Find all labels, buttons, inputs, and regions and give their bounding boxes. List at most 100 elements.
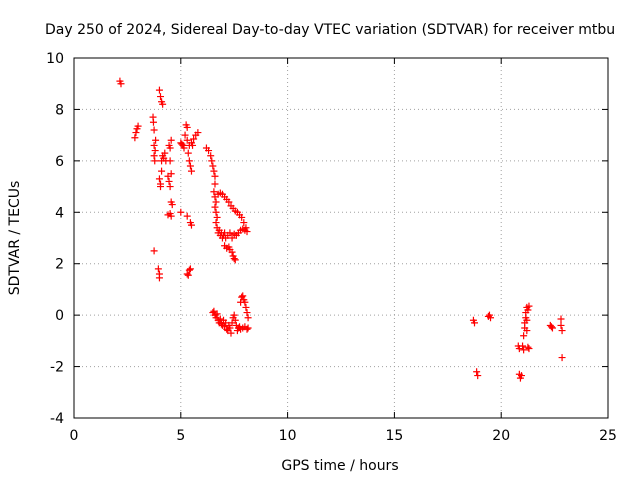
data-point bbox=[228, 248, 236, 256]
data-point bbox=[212, 219, 220, 227]
data-point bbox=[185, 266, 193, 274]
data-point bbox=[243, 228, 251, 236]
data-point bbox=[132, 129, 140, 137]
y-tick-label: -2 bbox=[50, 360, 64, 376]
x-tick-label: 0 bbox=[70, 428, 79, 444]
data-point bbox=[225, 198, 233, 206]
data-point bbox=[150, 247, 158, 255]
data-point bbox=[157, 93, 165, 101]
data-point bbox=[154, 265, 162, 273]
data-point bbox=[183, 212, 191, 220]
y-tick-label: -4 bbox=[50, 411, 64, 427]
data-point bbox=[181, 131, 189, 139]
data-point bbox=[155, 86, 163, 94]
data-point bbox=[242, 303, 250, 311]
data-point bbox=[185, 157, 193, 165]
data-point bbox=[161, 149, 169, 157]
data-point bbox=[525, 302, 533, 310]
data-point bbox=[167, 212, 175, 220]
data-point bbox=[208, 157, 216, 165]
data-point bbox=[159, 100, 167, 108]
data-point bbox=[165, 177, 173, 185]
y-tick-label: 4 bbox=[55, 205, 64, 221]
data-point bbox=[228, 234, 236, 242]
x-axis-label: GPS time / hours bbox=[281, 458, 398, 474]
data-point bbox=[209, 162, 217, 170]
data-point bbox=[226, 229, 234, 237]
data-point bbox=[243, 309, 251, 317]
data-point bbox=[211, 172, 219, 180]
data-point bbox=[238, 213, 246, 221]
data-point bbox=[157, 183, 165, 191]
data-point bbox=[216, 315, 224, 323]
y-tick-label: 6 bbox=[55, 154, 64, 170]
x-tick-label: 25 bbox=[599, 428, 617, 444]
data-point bbox=[189, 141, 197, 149]
data-point bbox=[474, 372, 482, 380]
y-tick-label: 10 bbox=[46, 51, 64, 67]
data-point bbox=[168, 201, 176, 209]
data-point bbox=[487, 314, 495, 322]
data-point bbox=[558, 354, 566, 362]
data-point bbox=[184, 149, 192, 157]
data-point bbox=[244, 314, 252, 322]
data-points bbox=[116, 77, 566, 382]
data-point bbox=[183, 270, 191, 278]
data-point bbox=[165, 141, 173, 149]
data-point bbox=[230, 255, 238, 263]
data-point bbox=[167, 170, 175, 178]
y-tick-label: 2 bbox=[55, 257, 64, 273]
y-tick-label: 0 bbox=[55, 308, 64, 324]
data-point bbox=[524, 343, 532, 351]
data-point bbox=[241, 298, 249, 306]
data-point bbox=[243, 325, 251, 333]
data-point bbox=[213, 310, 221, 318]
data-point bbox=[186, 265, 194, 273]
data-point bbox=[117, 80, 125, 88]
data-point bbox=[158, 167, 166, 175]
data-point bbox=[211, 203, 219, 211]
data-point bbox=[212, 198, 220, 206]
data-point bbox=[134, 122, 142, 130]
data-point bbox=[166, 157, 174, 165]
data-point bbox=[150, 152, 158, 160]
data-point bbox=[183, 136, 191, 144]
data-point bbox=[242, 224, 250, 232]
data-point bbox=[520, 346, 528, 354]
data-point bbox=[520, 332, 528, 340]
data-point bbox=[557, 321, 565, 329]
data-point bbox=[230, 311, 238, 319]
grid-layer bbox=[74, 58, 608, 418]
data-point bbox=[558, 327, 566, 335]
data-point bbox=[150, 126, 158, 134]
data-point bbox=[155, 274, 163, 282]
data-point bbox=[523, 327, 531, 335]
data-point bbox=[212, 208, 220, 216]
data-point bbox=[547, 323, 555, 331]
data-point bbox=[167, 136, 175, 144]
data-point bbox=[152, 136, 160, 144]
x-tick-label: 10 bbox=[279, 428, 297, 444]
data-point bbox=[227, 329, 235, 337]
x-tick-label: 15 bbox=[385, 428, 403, 444]
data-point bbox=[150, 141, 158, 149]
x-tick-label: 5 bbox=[176, 428, 185, 444]
data-point bbox=[207, 152, 215, 160]
data-point bbox=[184, 271, 192, 279]
data-point bbox=[151, 147, 159, 155]
data-point bbox=[231, 316, 239, 324]
data-point bbox=[244, 324, 252, 332]
data-point bbox=[517, 372, 525, 380]
data-point bbox=[231, 256, 239, 264]
y-tick-label: 8 bbox=[55, 102, 64, 118]
data-point bbox=[187, 167, 195, 175]
data-point bbox=[180, 144, 188, 152]
plot-frame bbox=[73, 57, 609, 419]
data-point bbox=[194, 129, 202, 137]
data-point bbox=[210, 167, 218, 175]
data-point bbox=[131, 134, 139, 142]
data-point bbox=[226, 324, 234, 332]
y-axis-label: SDTVAR / TECUs bbox=[7, 181, 23, 296]
data-point bbox=[473, 368, 481, 376]
